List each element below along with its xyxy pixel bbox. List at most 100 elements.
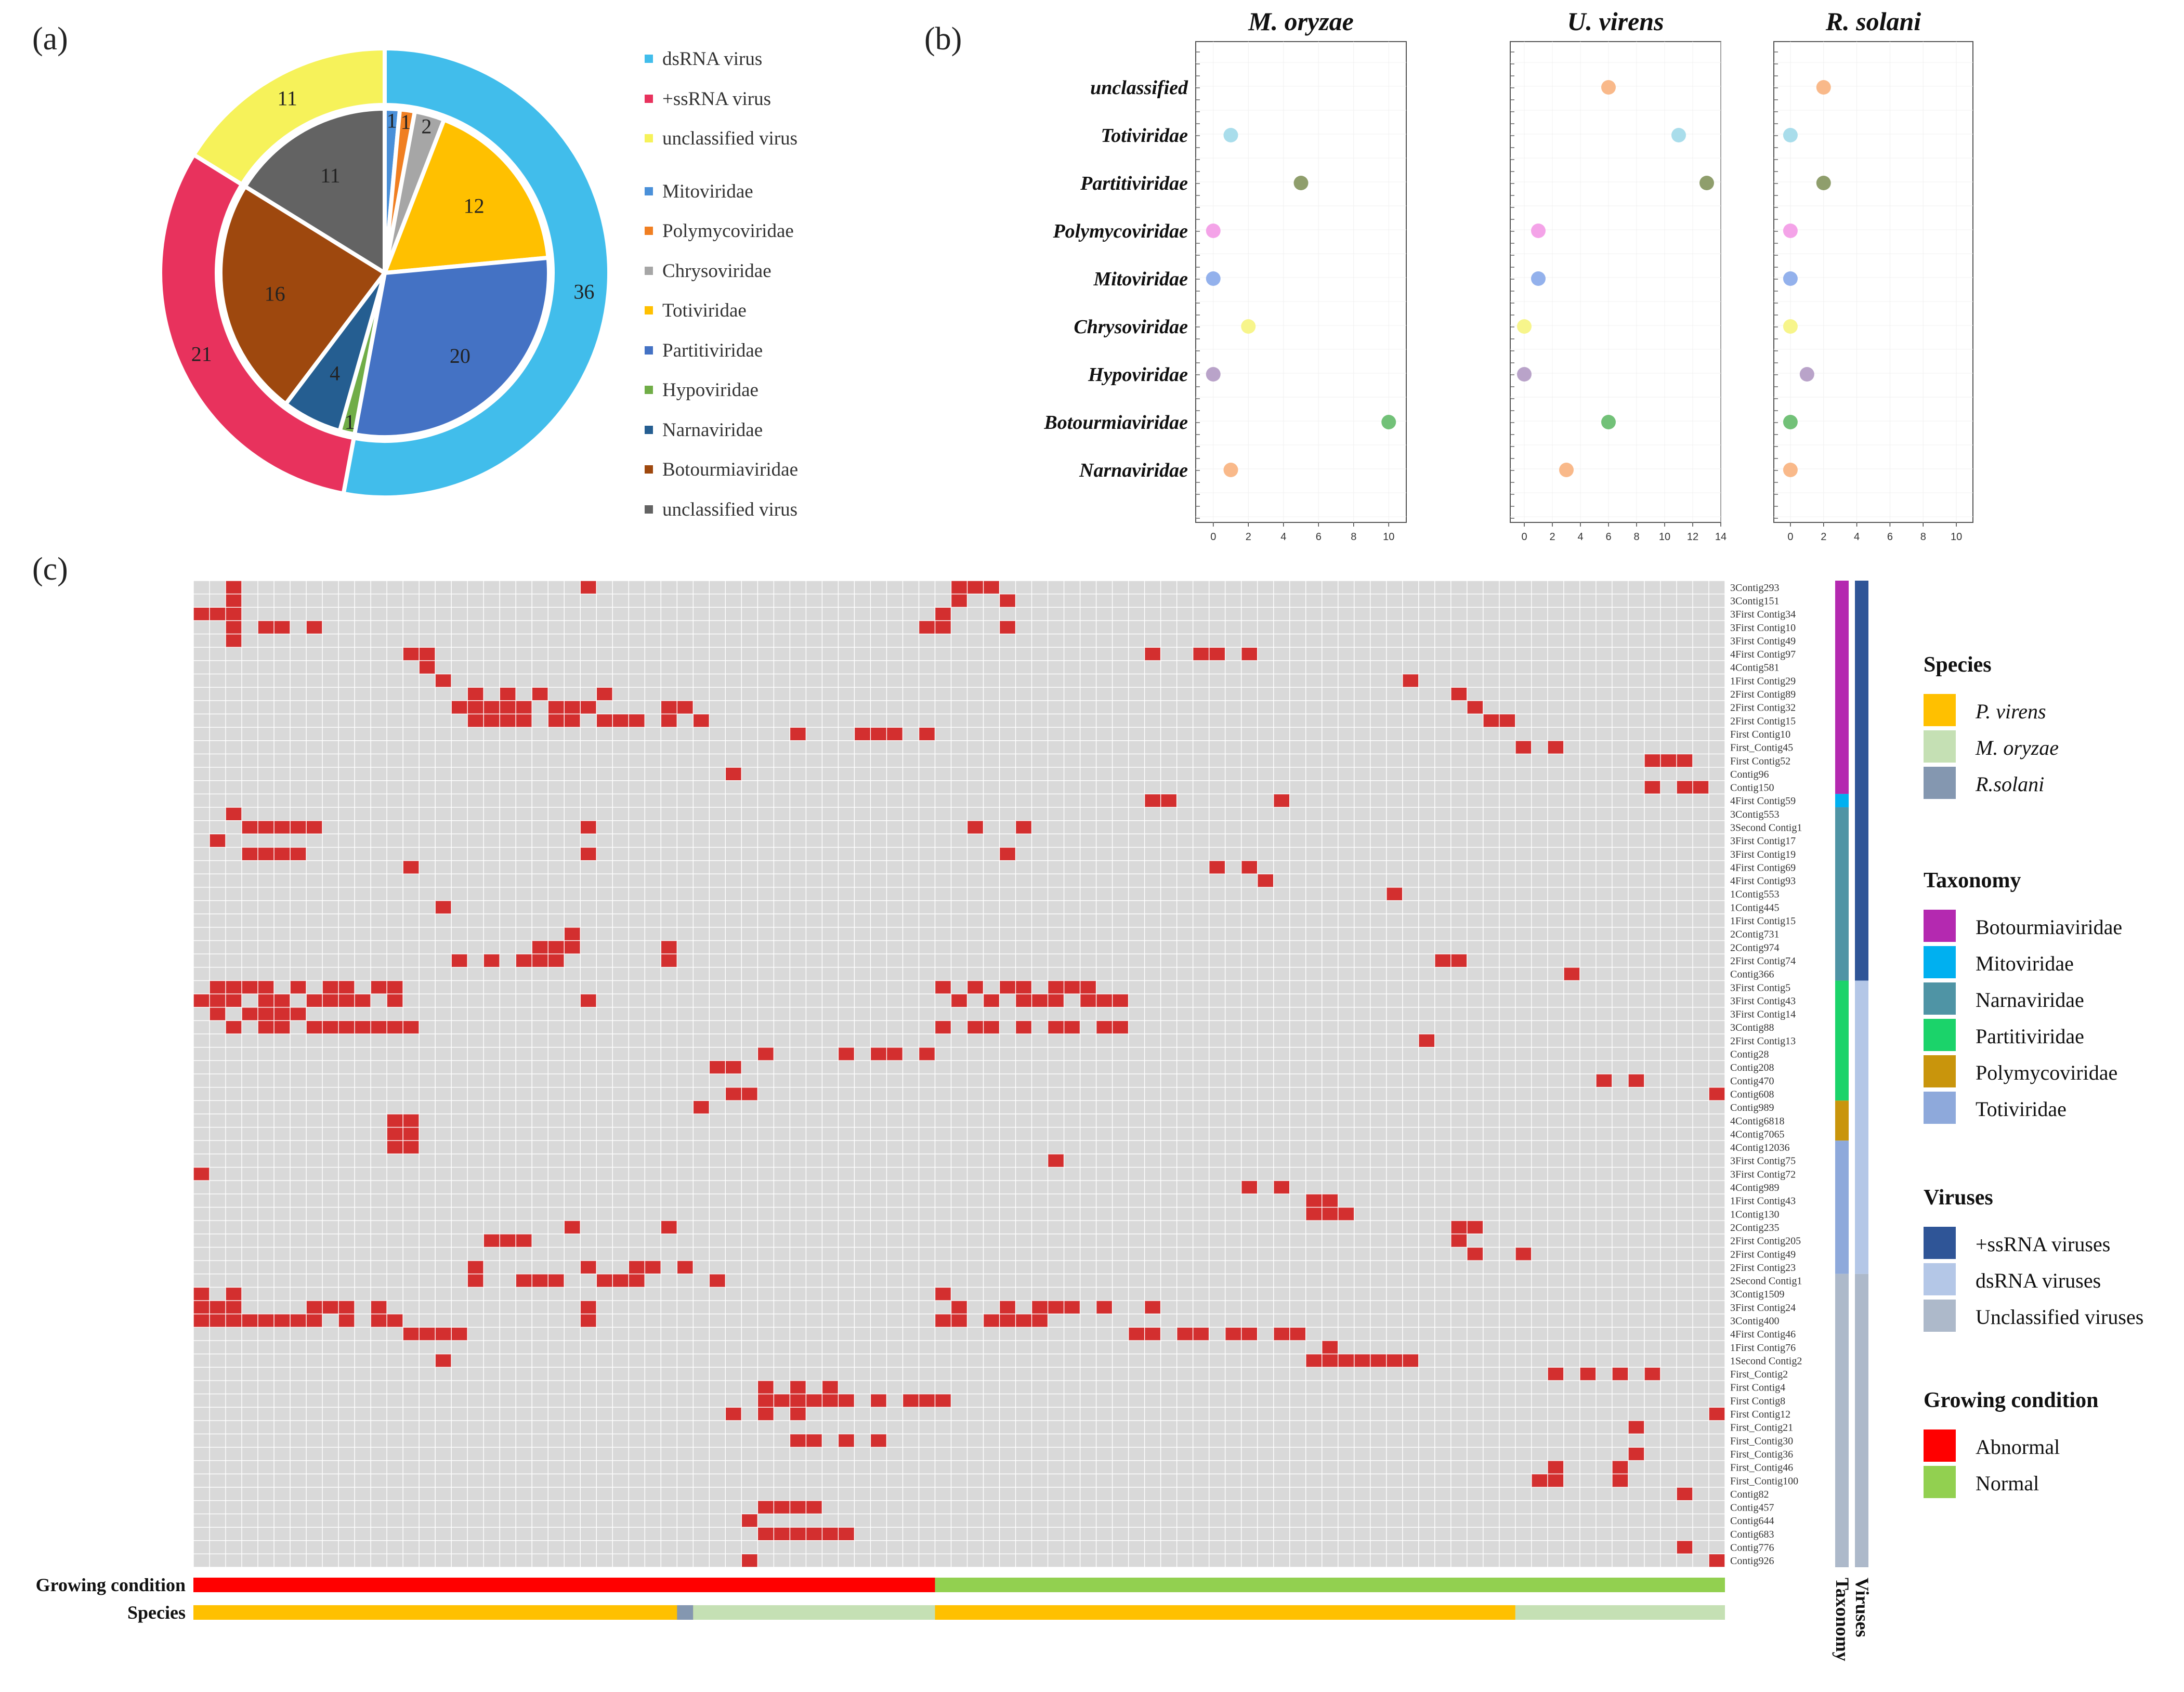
heatmap-cell (1483, 1100, 1499, 1114)
heatmap-cell (806, 674, 822, 687)
heatmap-cell (1354, 901, 1370, 914)
heatmap-cell (1467, 1087, 1483, 1100)
heatmap-cell (839, 954, 854, 967)
heatmap-cell (1387, 1154, 1403, 1167)
heatmap-cell (290, 1114, 306, 1127)
heatmap-cell (1483, 594, 1499, 607)
heatmap-cell (564, 1140, 580, 1154)
heatmap-cell (1451, 1100, 1467, 1114)
heatmap-cell (387, 927, 403, 940)
heatmap-cell-hit (226, 994, 242, 1007)
heatmap-cell (1467, 647, 1483, 661)
heatmap-cell (694, 834, 709, 847)
heatmap-cell (548, 1100, 564, 1114)
heatmap-cell (1660, 954, 1677, 967)
heatmap-cell (612, 794, 629, 807)
heatmap-cell (839, 821, 854, 834)
heatmap-cell (274, 954, 290, 967)
heatmap-cell (1628, 1154, 1644, 1167)
heatmap-cell (677, 1127, 693, 1140)
heatmap-cell (806, 834, 822, 847)
heatmap-cell (387, 781, 403, 794)
heatmap-cell (1580, 634, 1596, 647)
heatmap-cell (419, 1221, 435, 1234)
heatmap-cell (694, 1221, 709, 1234)
heatmap-cell (951, 1061, 967, 1074)
heatmap-cell (1048, 647, 1064, 661)
heatmap-cell (322, 1087, 338, 1100)
heatmap-cell (1225, 767, 1241, 781)
heatmap-cell (790, 1007, 806, 1020)
heatmap-cell (1628, 1034, 1644, 1047)
heatmap-cell (355, 834, 371, 847)
legend-label: Narnaviridae (662, 419, 763, 441)
heatmap-cell (645, 607, 661, 621)
heatmap-cell (338, 661, 355, 674)
heatmap-cell (451, 687, 467, 701)
heatmap-cell (564, 581, 580, 594)
heatmap-cell (210, 581, 226, 594)
heatmap-cell (1338, 967, 1354, 980)
heatmap-cell (790, 647, 806, 661)
heatmap-cell (855, 754, 870, 767)
heatmap-cell (210, 861, 226, 874)
heatmap-cell (758, 621, 774, 634)
heatmap-cell (483, 887, 500, 900)
heatmap-cell (1032, 807, 1048, 820)
heatmap-cell (677, 1061, 693, 1074)
heatmap-cell (774, 1034, 790, 1047)
heatmap-cell (500, 1061, 516, 1074)
heatmap-cell (1225, 914, 1241, 927)
heatmap-cell (629, 701, 645, 714)
heatmap-cell (1209, 754, 1225, 767)
heatmap-cell (1016, 754, 1031, 767)
heatmap-cell (822, 1168, 838, 1181)
heatmap-cell (1322, 1021, 1338, 1034)
heatmap-cell (1354, 1208, 1370, 1221)
heatmap-cell (742, 807, 757, 820)
heatmap-cell (548, 781, 564, 794)
heatmap-cell (1290, 1034, 1306, 1047)
heatmap-cell (1709, 1194, 1725, 1207)
heatmap-cell (1580, 767, 1596, 781)
heatmap-cell (1596, 674, 1612, 687)
heatmap-cell (371, 661, 387, 674)
heatmap-cell (467, 1194, 483, 1207)
heatmap-cell (226, 687, 242, 701)
heatmap-cell (1515, 701, 1532, 714)
heatmap-cell (1403, 741, 1419, 754)
heatmap-cell (951, 954, 967, 967)
heatmap-cell (1419, 1021, 1435, 1034)
heatmap-cell (274, 1047, 290, 1060)
heatmap-cell (612, 727, 629, 741)
heatmap-cell (1080, 1074, 1096, 1087)
heatmap-cell (871, 1087, 886, 1100)
heatmap-cell (1564, 661, 1580, 674)
heatmap-cell (1548, 647, 1564, 661)
heatmap-cell (1548, 714, 1564, 727)
heatmap-cell-hit (306, 1021, 322, 1034)
heatmap-cell (935, 741, 951, 754)
heatmap-cell (1580, 727, 1596, 741)
heatmap-cell (1225, 581, 1241, 594)
heatmap-cell (758, 1114, 774, 1127)
heatmap-cell (1499, 781, 1515, 794)
heatmap-cell (387, 954, 403, 967)
heatmap-cell (226, 834, 242, 847)
heatmap-cell-hit (387, 1140, 403, 1154)
heatmap-cell (532, 981, 548, 994)
heatmap-cell (338, 1007, 355, 1020)
heatmap-cell (1644, 821, 1660, 834)
heatmap-cell (645, 714, 661, 727)
heatmap-cell (742, 1194, 757, 1207)
heatmap-cell (726, 1181, 741, 1194)
heatmap-cell (322, 661, 338, 674)
heatmap-cell (1113, 901, 1128, 914)
heatmap-cell (822, 807, 838, 820)
heatmap-cell (694, 594, 709, 607)
heatmap-cell (1113, 714, 1128, 727)
inner-value-mitoviridae: 1 (387, 109, 397, 132)
heatmap-cell (516, 661, 532, 674)
heatmap-cell (726, 741, 741, 754)
heatmap-cell (967, 1127, 983, 1140)
